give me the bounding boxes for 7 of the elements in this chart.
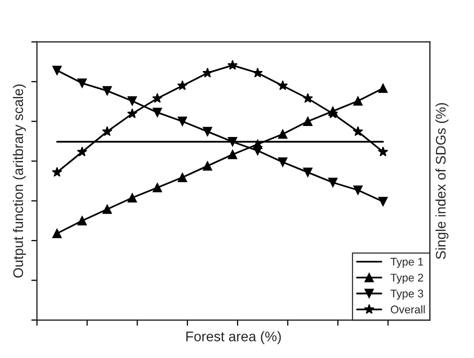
y-axis-title: Output function (aritbrary scale) [12,84,26,278]
x-axis-title: Forest area (%) [186,331,281,344]
legend-label: Type 2 [390,274,424,284]
legend-label: Type 3 [390,290,424,300]
legend-label: Overall [390,305,425,314]
y2-axis-title: Single index of SDGs (%) [435,103,448,260]
legend-label: Type 1 [390,258,424,268]
